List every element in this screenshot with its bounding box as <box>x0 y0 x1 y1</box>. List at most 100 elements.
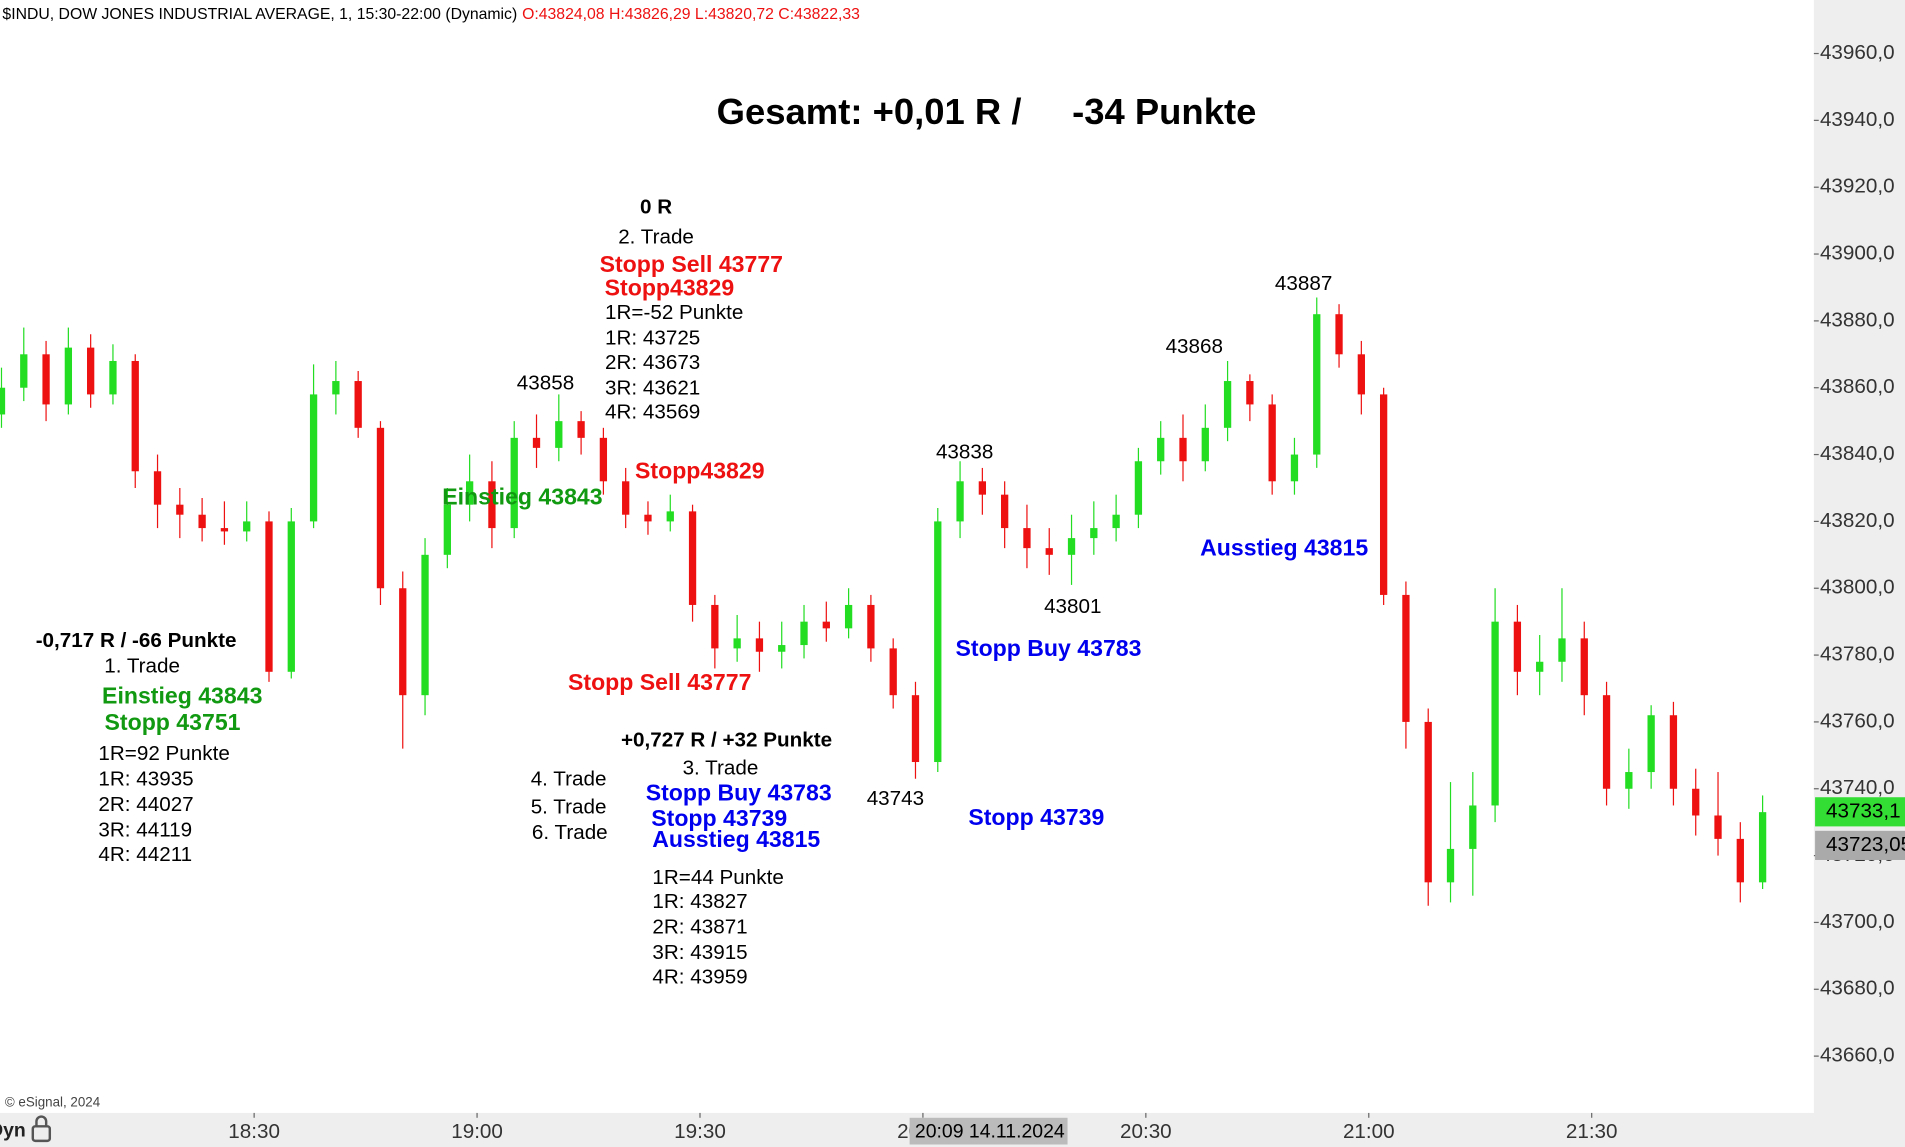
candle-body <box>1001 494 1009 529</box>
annotation: 1R=44 Punkte <box>652 866 783 889</box>
candle-body <box>822 621 830 629</box>
price-marker-label: 43733,1 <box>1826 799 1901 822</box>
candle-body <box>1313 314 1321 455</box>
annotation: 43801 <box>1044 595 1101 618</box>
annotation: Stopp43829 <box>605 274 735 300</box>
annotation: Ausstieg 43815 <box>652 826 820 852</box>
annotation: +0,727 R / +32 Punkte <box>621 729 832 752</box>
candle-body <box>399 588 407 696</box>
candle-body <box>1558 638 1566 662</box>
annotation: Stopp Sell 43777 <box>568 669 751 695</box>
candle-body <box>153 471 162 505</box>
candle-body <box>844 604 853 629</box>
candle-body <box>87 347 95 395</box>
x-tick-label: 19:30 <box>674 1120 726 1143</box>
annotation: 43838 <box>936 441 993 464</box>
candle-body <box>1112 514 1120 529</box>
candle-body <box>443 504 451 555</box>
candle-body <box>1692 788 1700 816</box>
candle-body <box>220 528 229 532</box>
x-tick-label: 21:30 <box>1566 1120 1618 1143</box>
candle-body <box>287 521 295 672</box>
candle-body <box>644 514 652 522</box>
candle-body <box>1268 404 1276 482</box>
candle-body <box>64 347 73 405</box>
y-tick-label: 43960,0 <box>1820 41 1895 64</box>
annotation: 1R: 43725 <box>605 326 700 349</box>
y-tick-label: 43800,0 <box>1820 576 1895 599</box>
y-tick-label: 43700,0 <box>1820 910 1895 933</box>
annotation: Stopp 43739 <box>968 804 1104 830</box>
candle-body <box>1223 381 1232 428</box>
candle-body <box>1736 838 1744 883</box>
y-tick-label: 43900,0 <box>1820 241 1895 264</box>
candle-body <box>800 621 808 646</box>
candle-body <box>376 427 385 589</box>
candle-body <box>889 648 897 696</box>
candle-body <box>1424 721 1432 883</box>
annotation: 1R: 43827 <box>652 890 747 913</box>
annotation: 4R: 43959 <box>652 966 747 989</box>
annotation: 2R: 43871 <box>652 916 747 939</box>
candle-body <box>1469 805 1477 849</box>
candle-body <box>309 394 318 522</box>
candle-body <box>1379 394 1388 595</box>
candle-body <box>755 638 764 652</box>
candle-body <box>1090 528 1098 539</box>
annotation: Stopp 43739 <box>651 805 787 831</box>
candle-body <box>1669 715 1678 789</box>
annotation: 2R: 43673 <box>605 351 700 374</box>
annotation: 3. Trade <box>683 757 759 780</box>
candle-body <box>1647 715 1655 773</box>
annotation: 5. Trade <box>531 795 607 818</box>
candle-body <box>978 481 987 495</box>
candle-body <box>1045 548 1053 555</box>
candle-body <box>1625 772 1633 789</box>
header-ohlc: O:43824,08 H:43826,29 L:43820,72 C:43822… <box>522 6 860 23</box>
candle-body <box>1536 661 1544 672</box>
annotation: Stopp Buy 43783 <box>955 635 1141 661</box>
y-tick-label: 43740,0 <box>1820 776 1895 799</box>
candle-body <box>176 504 184 515</box>
candle-body <box>510 437 518 529</box>
x-tick-label: 18:30 <box>228 1120 280 1143</box>
candle-body <box>778 645 786 652</box>
candle-body <box>1402 594 1410 722</box>
candle-body <box>109 360 117 395</box>
y-tick-label: 43660,0 <box>1820 1044 1895 1067</box>
y-tick-label: 43880,0 <box>1820 308 1895 331</box>
annotation: Stopp Buy 43783 <box>646 780 832 806</box>
price-marker <box>1815 830 1905 860</box>
candle-body <box>1134 461 1143 515</box>
candle-body <box>1714 815 1722 839</box>
candle-body <box>1246 381 1254 405</box>
candle-body <box>42 354 50 405</box>
y-tick-label: 43680,0 <box>1820 977 1895 1000</box>
lock-icon <box>31 1115 52 1143</box>
candle-body <box>488 481 496 529</box>
annotation: 4R: 43569 <box>605 401 700 424</box>
annotation: Einstieg 43843 <box>442 483 602 509</box>
candle-body <box>688 511 697 605</box>
candle-body <box>1357 354 1365 395</box>
candle-body <box>1446 848 1455 883</box>
candle-body <box>1067 538 1076 555</box>
y-tick-label: 43860,0 <box>1820 375 1895 398</box>
price-marker <box>1815 797 1905 827</box>
candle-body <box>0 387 6 415</box>
annotation: 3R: 43621 <box>605 376 700 399</box>
mode-label: Dyn <box>0 1119 26 1141</box>
candle-body <box>867 604 875 649</box>
candle-body <box>1602 695 1611 789</box>
candle-body <box>465 481 474 505</box>
candle-body <box>243 521 251 532</box>
annotation: 1. Trade <box>104 655 180 678</box>
y-tick-label: 43780,0 <box>1820 643 1895 666</box>
candle-body <box>354 381 362 428</box>
candle-body <box>421 554 429 696</box>
cursor-time-box <box>909 1117 1068 1145</box>
y-tick-label: 43920,0 <box>1820 175 1895 198</box>
candle-body <box>1491 621 1499 806</box>
annotation: 0 R <box>640 195 672 218</box>
y-tick-label: 43840,0 <box>1820 442 1895 465</box>
